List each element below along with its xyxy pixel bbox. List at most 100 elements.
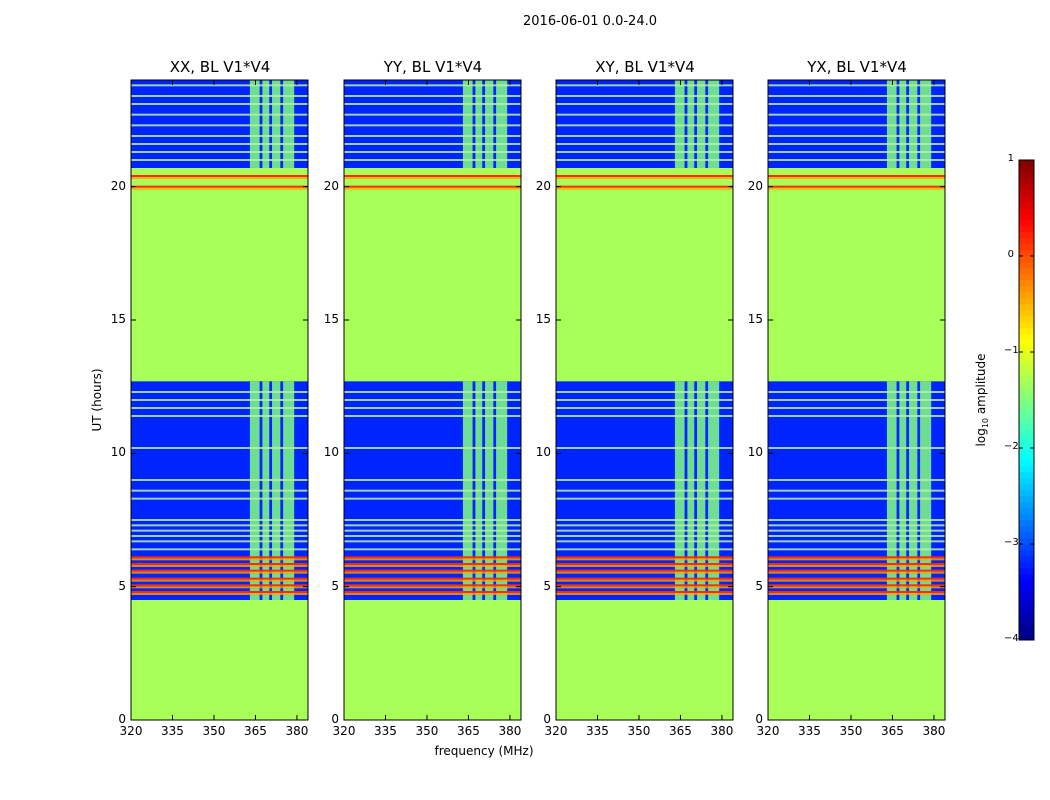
colorbar-segment-66 [1019, 237, 1034, 245]
colorbar-segment-30 [1019, 453, 1034, 461]
rfi-line-yy-7 [344, 175, 521, 177]
colorbar-segment-31 [1019, 447, 1034, 455]
time-line-xy-22 [556, 84, 733, 87]
x-tick-label-xy-380: 380 [710, 724, 734, 738]
colorbar-segment-16 [1019, 537, 1034, 545]
colorbar-segment-75 [1019, 183, 1034, 191]
time-line-yx-6 [768, 497, 945, 500]
colorbar-segment-22 [1019, 501, 1034, 509]
rfi-line-halo-xx-0 [131, 593, 308, 595]
colorbar-segment-78 [1019, 165, 1034, 173]
time-line-yy-12 [344, 399, 521, 401]
colorbar-segment-43 [1019, 375, 1034, 383]
colorbar-segment-28 [1019, 465, 1034, 473]
time-line-yy-6 [344, 497, 521, 500]
time-line-yx-3 [768, 529, 945, 532]
rfi-channel-xy-1-1 [687, 80, 695, 168]
colorbar-segment-23 [1019, 495, 1034, 503]
colorbar-tick-label-5: −4 [1004, 633, 1019, 644]
time-line-xy-0 [556, 548, 733, 551]
colorbar-segment-0 [1019, 633, 1034, 641]
time-line-yx-20 [768, 103, 945, 105]
time-line-yx-1 [768, 540, 945, 543]
rfi-line-yx-6 [768, 185, 945, 188]
colorbar-segment-29 [1019, 459, 1034, 467]
colorbar-segment-70 [1019, 213, 1034, 221]
time-line-xx-20 [131, 103, 308, 105]
time-line-yx-0 [768, 548, 945, 551]
x-axis-label: frequency (MHz) [434, 744, 534, 758]
colorbar-segment-73 [1019, 195, 1034, 203]
panel-frame-yy [343, 79, 522, 721]
rfi-channel-xx-1-1 [262, 80, 270, 168]
x-tick-label-yx-380: 380 [922, 724, 946, 738]
y-tick-label-xy-5: 5 [543, 578, 551, 593]
x-tick-label-xx-365: 365 [244, 724, 267, 738]
colorbar-segment-42 [1019, 381, 1034, 389]
rfi-line-xx-7 [131, 175, 308, 177]
rfi-line-halo-yy-1 [344, 586, 521, 589]
time-line-xy-15 [556, 151, 733, 153]
time-line-xy-11 [556, 407, 733, 409]
x-tick-label-xx-335: 335 [161, 724, 184, 738]
y-tick-label-yx-0: 0 [755, 712, 763, 726]
time-line-xx-0 [131, 548, 308, 551]
colorbar-tick-label-4: −3 [1004, 537, 1019, 548]
time-line-yy-5 [344, 519, 521, 521]
rfi-line-yy-6 [344, 185, 521, 188]
colorbar-segment-63 [1019, 255, 1034, 263]
time-line-yy-22 [344, 84, 521, 87]
y-tick-label-yy-10: 10 [323, 445, 339, 460]
rfi-line-xx-5 [131, 556, 308, 559]
y-tick-label-yx-10: 10 [747, 445, 763, 460]
rfi-line-halo-xy-3 [556, 571, 733, 574]
rfi-line-halo-yx-7 [768, 177, 945, 179]
x-tick-label-yy-380: 380 [498, 724, 522, 738]
rfi-line-halo-xy-6 [556, 187, 733, 190]
colorbar-segment-46 [1019, 357, 1034, 365]
data-segment-yx-1 [768, 80, 945, 168]
colorbar-tick-label-2: −1 [1004, 345, 1019, 356]
rfi-channel-yy-1-0 [462, 80, 473, 168]
rfi-line-yx-4 [768, 563, 945, 565]
colorbar-segment-19 [1019, 519, 1034, 527]
colorbar-segment-40 [1019, 393, 1034, 401]
colorbar-segment-44 [1019, 369, 1034, 377]
time-line-xy-13 [556, 391, 733, 393]
colorbar-segment-11 [1019, 567, 1034, 575]
time-line-xy-7 [556, 489, 733, 492]
time-line-yy-21 [344, 95, 521, 97]
y-tick-label-xy-10: 10 [535, 445, 551, 460]
time-line-xx-1 [131, 540, 308, 543]
colorbar-segment-71 [1019, 207, 1034, 215]
colorbar-tick-label-1: 0 [1007, 249, 1014, 260]
rfi-line-yx-2 [768, 577, 945, 580]
time-line-xx-5 [131, 519, 308, 521]
panel-title-xy: XY, BL V1*V4 [595, 58, 695, 76]
colorbar-segment-68 [1019, 225, 1034, 233]
time-line-xy-12 [556, 399, 733, 401]
rfi-line-yy-3 [344, 569, 521, 572]
rfi-line-halo-yy-2 [344, 579, 521, 582]
rfi-line-halo-yx-3 [768, 571, 945, 574]
x-tick-label-xy-320: 320 [544, 724, 568, 738]
colorbar-segment-8 [1019, 585, 1034, 593]
time-line-xy-20 [556, 103, 733, 105]
rfi-line-halo-yy-7 [344, 177, 521, 179]
rfi-line-halo-xx-7 [131, 177, 308, 179]
rfi-line-halo-yx-6 [768, 187, 945, 190]
colorbar-segment-39 [1019, 399, 1034, 407]
colorbar-segment-53 [1019, 315, 1034, 323]
time-line-yx-16 [768, 143, 945, 145]
time-line-xy-19 [556, 113, 733, 116]
time-line-xx-14 [131, 159, 308, 161]
rfi-line-yy-2 [344, 577, 521, 580]
time-line-yx-21 [768, 95, 945, 97]
time-line-yx-18 [768, 124, 945, 127]
time-line-yy-16 [344, 143, 521, 145]
colorbar-segment-41 [1019, 387, 1034, 395]
time-line-xx-18 [131, 124, 308, 127]
time-line-xy-16 [556, 143, 733, 145]
time-line-yx-12 [768, 399, 945, 401]
colorbar-segment-51 [1019, 327, 1034, 335]
